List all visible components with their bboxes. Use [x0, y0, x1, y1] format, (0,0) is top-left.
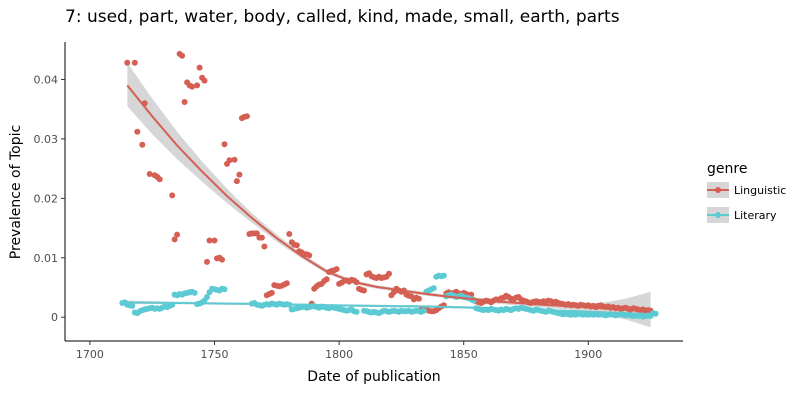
linguistic-point — [134, 128, 141, 135]
literary-point — [652, 310, 659, 317]
linguistic-point — [226, 157, 233, 164]
literary-trend-line — [127, 301, 656, 316]
linguistic-point — [181, 99, 188, 105]
literary-point — [221, 286, 228, 293]
legend-point — [715, 212, 721, 218]
y-axis-ticks: 0 0.01 0.02 0.03 0.04 — [34, 73, 65, 324]
confidence-bands — [127, 62, 656, 328]
linguistic-trend-line — [126, 84, 651, 313]
linguistic-point — [231, 156, 238, 163]
linguistic-point — [146, 171, 153, 177]
x-tick-label: 1750 — [201, 348, 229, 361]
linguistic-point — [386, 270, 392, 277]
literary-point — [191, 289, 198, 296]
linguistic-point — [196, 64, 203, 71]
y-tick-label: 0.02 — [34, 192, 59, 205]
legend-item-linguistic: Linguistic — [707, 182, 786, 198]
literary-point — [430, 285, 437, 292]
linguistic-point — [415, 295, 422, 302]
linguistic-point — [179, 52, 186, 59]
linguistic-point — [243, 113, 250, 120]
x-tick-label: 1700 — [76, 348, 104, 361]
linguistic-point — [333, 266, 340, 273]
linguistic-point — [124, 59, 131, 66]
linguistic-point — [221, 141, 228, 148]
linguistic-point — [361, 287, 367, 294]
trend-lines — [126, 84, 656, 316]
linguistic-point — [286, 231, 293, 237]
literary-point — [440, 272, 447, 279]
linguistic-point — [233, 178, 240, 185]
linguistic-point — [323, 276, 330, 283]
linguistic-point — [293, 242, 300, 249]
y-tick-label: 0.03 — [34, 133, 59, 146]
legend: genre Linguistic Literary — [707, 161, 786, 223]
linguistic-confidence-band — [127, 62, 651, 328]
legend-label: Linguistic — [734, 184, 786, 197]
x-tick-label: 1900 — [574, 348, 602, 361]
y-tick-label: 0.01 — [34, 252, 59, 265]
linguistic-point — [283, 280, 290, 287]
linguistic-point — [156, 176, 163, 183]
linguistic-point — [201, 77, 208, 84]
linguistic-point — [171, 236, 178, 243]
chart-title: 7: used, part, water, body, called, kind… — [65, 7, 620, 27]
linguistic-point — [219, 256, 225, 263]
y-tick-label: 0 — [51, 311, 58, 324]
literary-point — [129, 302, 136, 309]
literary-point — [420, 307, 427, 314]
x-axis-ticks: 1700 1750 1800 1850 1900 — [76, 341, 602, 361]
literary-point — [204, 294, 210, 300]
legend-label: Literary — [734, 209, 777, 222]
linguistic-point — [139, 141, 146, 148]
linguistic-point — [211, 237, 218, 244]
linguistic-point — [194, 82, 201, 89]
y-tick-label: 0.04 — [34, 73, 59, 86]
linguistic-point — [174, 231, 181, 238]
linguistic-point — [306, 252, 313, 259]
linguistic-point — [131, 59, 138, 66]
linguistic-point — [268, 289, 275, 296]
x-tick-label: 1850 — [450, 348, 478, 361]
legend-title: genre — [707, 161, 747, 177]
data-points — [119, 50, 659, 320]
linguistic-point — [189, 83, 196, 90]
x-tick-label: 1800 — [325, 348, 353, 361]
legend-item-literary: Literary — [707, 207, 777, 223]
legend-point — [715, 187, 721, 193]
x-axis-title: Date of publication — [307, 369, 440, 385]
linguistic-point — [236, 171, 243, 178]
literary-point — [353, 308, 360, 315]
linguistic-point — [169, 192, 176, 199]
linguistic-point — [258, 234, 265, 241]
linguistic-point — [204, 258, 210, 265]
linguistic-point — [206, 237, 213, 244]
linguistic-point — [261, 243, 268, 250]
y-axis-title: Prevalence of Topic — [8, 125, 24, 259]
